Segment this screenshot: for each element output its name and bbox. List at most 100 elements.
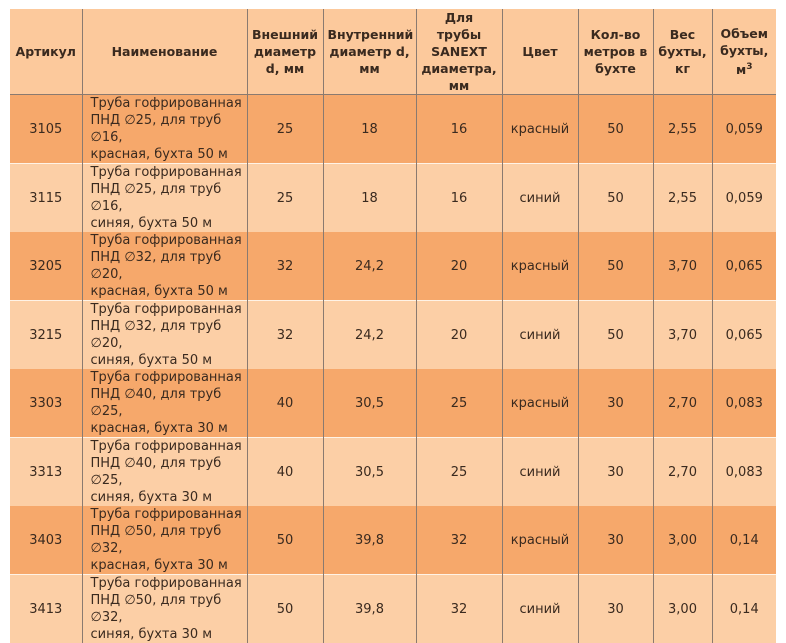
cell-volume: 0,14 <box>712 575 776 643</box>
cell-color: синий <box>502 164 578 233</box>
cell-color: красный <box>502 506 578 575</box>
cell-sanext-diameter: 25 <box>416 369 502 438</box>
cell-sanext-diameter: 16 <box>416 95 502 164</box>
cell-color: красный <box>502 95 578 164</box>
cell-inner-diameter: 24,2 <box>323 301 416 370</box>
header-outer-diameter: Внешний диаметр d, мм <box>247 9 323 95</box>
name-line: Труба гофрированная <box>91 438 243 455</box>
cell-article: 3403 <box>10 506 82 575</box>
cell-inner-diameter: 39,8 <box>323 506 416 575</box>
header-weight: Вес бухты, кг <box>653 9 712 95</box>
cell-outer-diameter: 32 <box>247 301 323 370</box>
cell-outer-diameter: 32 <box>247 232 323 301</box>
cell-article: 3313 <box>10 438 82 507</box>
cell-color: красный <box>502 369 578 438</box>
cell-meters: 30 <box>578 575 653 643</box>
name-line: ПНД ∅50, для труб ∅32, <box>91 592 243 626</box>
name-line: Труба гофрированная <box>91 301 243 318</box>
cell-weight: 2,70 <box>653 438 712 507</box>
header-row: Артикул Наименование Внешний диаметр d, … <box>10 9 776 95</box>
header-volume: Объем бухты, м3 <box>712 9 776 95</box>
cell-color: синий <box>502 301 578 370</box>
cell-outer-diameter: 40 <box>247 369 323 438</box>
cell-meters: 30 <box>578 369 653 438</box>
cell-article: 3413 <box>10 575 82 643</box>
header-sanext-diameter: Для трубы SANEXT диаметра, мм <box>416 9 502 95</box>
cell-inner-diameter: 18 <box>323 164 416 233</box>
name-line: Труба гофрированная <box>91 95 243 112</box>
cell-outer-diameter: 50 <box>247 506 323 575</box>
header-volume-sup: 3 <box>746 62 752 72</box>
cell-sanext-diameter: 20 <box>416 301 502 370</box>
cell-article: 3303 <box>10 369 82 438</box>
name-line: Труба гофрированная <box>91 506 243 523</box>
name-line: ПНД ∅32, для труб ∅20, <box>91 318 243 352</box>
header-color: Цвет <box>502 9 578 95</box>
header-name: Наименование <box>82 9 247 95</box>
cell-outer-diameter: 25 <box>247 95 323 164</box>
cell-sanext-diameter: 32 <box>416 575 502 643</box>
name-line: Труба гофрированная <box>91 369 243 386</box>
name-line: ПНД ∅32, для труб ∅20, <box>91 249 243 283</box>
cell-outer-diameter: 25 <box>247 164 323 233</box>
name-line: красная, бухта 50 м <box>91 283 243 300</box>
cell-sanext-diameter: 25 <box>416 438 502 507</box>
cell-meters: 30 <box>578 438 653 507</box>
cell-volume: 0,083 <box>712 438 776 507</box>
cell-inner-diameter: 18 <box>323 95 416 164</box>
cell-color: красный <box>502 232 578 301</box>
cell-sanext-diameter: 16 <box>416 164 502 233</box>
cell-weight: 3,70 <box>653 232 712 301</box>
name-line: синяя, бухта 50 м <box>91 352 243 369</box>
cell-volume: 0,059 <box>712 95 776 164</box>
name-line: синяя, бухта 50 м <box>91 215 243 232</box>
cell-meters: 30 <box>578 506 653 575</box>
header-volume-text: Объем бухты, м <box>720 26 768 77</box>
cell-outer-diameter: 40 <box>247 438 323 507</box>
cell-article: 3205 <box>10 232 82 301</box>
name-line: ПНД ∅25, для труб ∅16, <box>91 181 243 215</box>
header-article: Артикул <box>10 9 82 95</box>
cell-weight: 2,70 <box>653 369 712 438</box>
cell-inner-diameter: 24,2 <box>323 232 416 301</box>
name-line: синяя, бухта 30 м <box>91 626 243 643</box>
cell-article: 3115 <box>10 164 82 233</box>
cell-sanext-diameter: 32 <box>416 506 502 575</box>
cell-outer-diameter: 50 <box>247 575 323 643</box>
header-meters: Кол-во метров в бухте <box>578 9 653 95</box>
cell-article: 3105 <box>10 95 82 164</box>
name-line: ПНД ∅25, для труб ∅16, <box>91 112 243 146</box>
cell-meters: 50 <box>578 301 653 370</box>
cell-color: синий <box>502 438 578 507</box>
name-line: красная, бухта 30 м <box>91 420 243 437</box>
name-line: Труба гофрированная <box>91 232 243 249</box>
cell-volume: 0,083 <box>712 369 776 438</box>
cell-inner-diameter: 30,5 <box>323 369 416 438</box>
header-inner-diameter: Внутренний диаметр d, мм <box>323 9 416 95</box>
name-line: Труба гофрированная <box>91 575 243 592</box>
name-line: красная, бухта 30 м <box>91 557 243 574</box>
product-table: Артикул Наименование Внешний диаметр d, … <box>10 9 776 643</box>
cell-meters: 50 <box>578 164 653 233</box>
cell-volume: 0,14 <box>712 506 776 575</box>
name-line: красная, бухта 50 м <box>91 146 243 163</box>
cell-meters: 50 <box>578 95 653 164</box>
name-line: синяя, бухта 30 м <box>91 489 243 506</box>
name-line: ПНД ∅40, для труб ∅25, <box>91 386 243 420</box>
cell-weight: 2,55 <box>653 95 712 164</box>
